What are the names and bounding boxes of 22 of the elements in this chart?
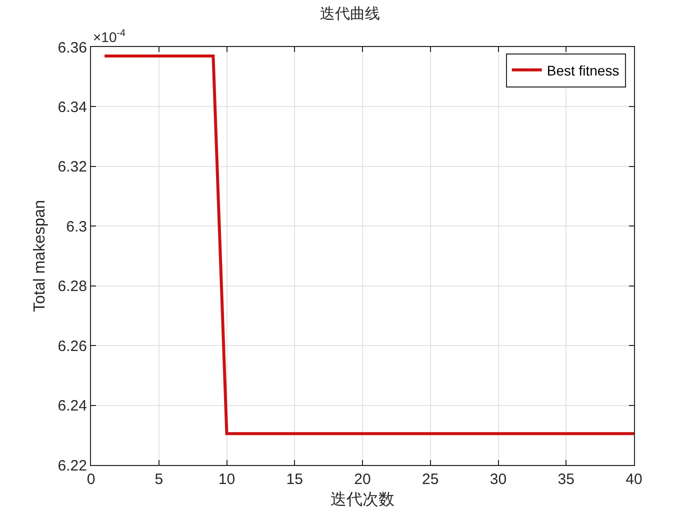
y-tick-label: 6.3 bbox=[66, 218, 87, 236]
y-axis-title: Total makespan bbox=[32, 200, 49, 312]
y-tick-label: 6.26 bbox=[58, 338, 87, 355]
x-tick-label: 25 bbox=[422, 471, 439, 488]
y-tick-label: 6.32 bbox=[58, 158, 87, 176]
y-tick-label: 6.34 bbox=[58, 98, 87, 116]
text: ×10$^{-4}$ bbox=[93, 28, 126, 45]
x-tick-label: 15 bbox=[286, 471, 303, 488]
x-tick-label: 20 bbox=[354, 471, 371, 488]
x-tick-label: 5 bbox=[154, 471, 164, 488]
chart-title: 迭代曲线 bbox=[320, 4, 380, 22]
legend-label: Best fitness bbox=[546, 62, 620, 78]
x-tick-label: 30 bbox=[490, 471, 507, 488]
x-tick-label: 10 bbox=[218, 471, 236, 488]
y-tick-label: 6.24 bbox=[58, 398, 87, 415]
y-tick-label: 6.22 bbox=[58, 457, 87, 474]
x-tick-label: 40 bbox=[626, 471, 642, 488]
x-axis-title: 迭代次数 bbox=[330, 490, 394, 509]
x-tick-label: 0 bbox=[86, 471, 96, 488]
y-tick-label: 6.36 bbox=[58, 39, 87, 56]
y-tick-label: 6.28 bbox=[58, 278, 87, 296]
x-tick-label: 35 bbox=[558, 471, 574, 488]
